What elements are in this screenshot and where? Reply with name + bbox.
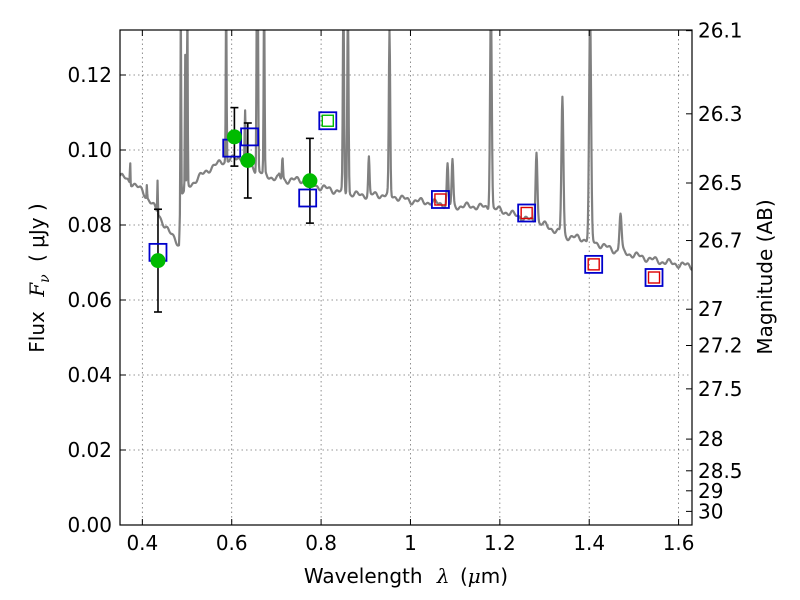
y-tick-label-0: 0.00 [67, 513, 112, 537]
y-tick-label-2: 0.04 [67, 363, 112, 387]
model-square-4 [318, 111, 338, 131]
magnitude-axis-title: Magnitude (AB) [753, 199, 777, 354]
mag-tick-label-4: 27 [698, 297, 723, 321]
model-square-3 [298, 188, 318, 208]
x-axis-title: Wavelength λ (μm) [304, 564, 508, 588]
grid [120, 30, 692, 526]
inner-markers [321, 114, 661, 284]
model-square-7 [584, 254, 604, 274]
x-axis-ticks: 0.4 0.6 0.8 1 1.2 1.4 1.6 [126, 30, 695, 555]
x-tick-label-1: 0.6 [216, 531, 248, 555]
observed-photometry [150, 129, 318, 269]
y-tick-label-5: 0.10 [67, 138, 112, 162]
x-tick-label-6: 1.6 [663, 531, 695, 555]
inner-square-2 [520, 206, 533, 220]
inner-square-0 [321, 114, 334, 127]
model-square-8 [644, 268, 664, 287]
mag-tick-label-0: 26.1 [698, 19, 743, 43]
mag-tick-label-6: 27.5 [698, 377, 743, 401]
inner-square-1 [434, 193, 447, 206]
sed-spectrum-line [120, 30, 692, 271]
observed-point-3 [302, 173, 318, 189]
y-tick-label-1: 0.02 [67, 438, 112, 462]
mag-tick-label-8: 28.5 [698, 459, 743, 483]
mag-tick-label-3: 26.7 [698, 229, 743, 253]
mag-tick-label-10: 30 [698, 499, 723, 523]
x-tick-label-0: 0.4 [126, 531, 158, 555]
y-axis-ticks: 0.00 0.02 0.04 0.06 0.08 0.10 0.12 [67, 63, 126, 537]
inner-square-4 [647, 271, 661, 284]
x-tick-label-4: 1.2 [484, 531, 516, 555]
sed-model-spectrum [120, 30, 692, 271]
mag-tick-label-9: 29 [698, 479, 723, 503]
mag-tick-label-7: 28 [698, 427, 723, 451]
plot-frame [119, 29, 693, 526]
x-tick-label-2: 0.8 [305, 531, 337, 555]
inner-square-3 [587, 258, 600, 271]
y-tick-label-4: 0.08 [67, 213, 112, 237]
mag-tick-label-2: 26.5 [698, 171, 743, 195]
mag-tick-label-1: 26.3 [698, 102, 743, 126]
model-square-5 [431, 190, 450, 209]
observed-point-1 [226, 129, 242, 145]
x-tick-label-3: 1 [404, 531, 417, 555]
y-tick-label-6: 0.12 [67, 63, 112, 87]
y-tick-label-3: 0.06 [67, 288, 112, 312]
model-square-6 [517, 203, 537, 223]
y-axis-title: Flux Fν ( μJy ) [25, 203, 54, 352]
x-tick-label-5: 1.4 [573, 531, 605, 555]
mag-tick-label-5: 27.2 [698, 334, 743, 358]
observed-point-2 [240, 153, 256, 168]
observed-point-0 [150, 253, 166, 269]
